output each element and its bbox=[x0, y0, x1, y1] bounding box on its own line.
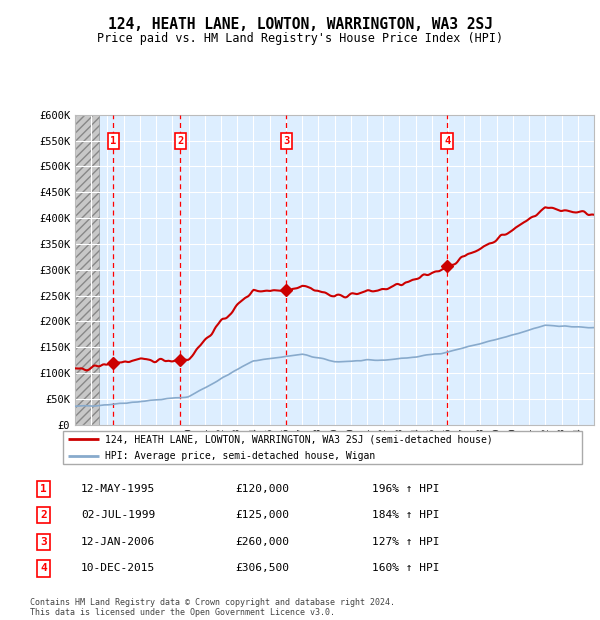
Bar bbox=[75, 115, 100, 425]
Text: 1: 1 bbox=[110, 136, 116, 146]
Text: 124, HEATH LANE, LOWTON, WARRINGTON, WA3 2SJ (semi-detached house): 124, HEATH LANE, LOWTON, WARRINGTON, WA3… bbox=[104, 435, 493, 445]
Text: £306,500: £306,500 bbox=[235, 564, 289, 574]
Text: 4: 4 bbox=[444, 136, 451, 146]
Text: 12-MAY-1995: 12-MAY-1995 bbox=[81, 484, 155, 494]
Text: £120,000: £120,000 bbox=[235, 484, 289, 494]
Text: 3: 3 bbox=[283, 136, 290, 146]
Text: 12-JAN-2006: 12-JAN-2006 bbox=[81, 537, 155, 547]
Text: 124, HEATH LANE, LOWTON, WARRINGTON, WA3 2SJ: 124, HEATH LANE, LOWTON, WARRINGTON, WA3… bbox=[107, 17, 493, 32]
Text: 127% ↑ HPI: 127% ↑ HPI bbox=[372, 537, 440, 547]
Text: £125,000: £125,000 bbox=[235, 510, 289, 520]
Text: 02-JUL-1999: 02-JUL-1999 bbox=[81, 510, 155, 520]
Text: 1: 1 bbox=[40, 484, 47, 494]
Text: 184% ↑ HPI: 184% ↑ HPI bbox=[372, 510, 440, 520]
Text: Contains HM Land Registry data © Crown copyright and database right 2024.
This d: Contains HM Land Registry data © Crown c… bbox=[30, 598, 395, 617]
Text: 4: 4 bbox=[40, 564, 47, 574]
Text: 160% ↑ HPI: 160% ↑ HPI bbox=[372, 564, 440, 574]
Text: 2: 2 bbox=[40, 510, 47, 520]
Text: HPI: Average price, semi-detached house, Wigan: HPI: Average price, semi-detached house,… bbox=[104, 451, 375, 461]
Text: £260,000: £260,000 bbox=[235, 537, 289, 547]
FancyBboxPatch shape bbox=[62, 431, 583, 464]
Text: 10-DEC-2015: 10-DEC-2015 bbox=[81, 564, 155, 574]
Text: Price paid vs. HM Land Registry's House Price Index (HPI): Price paid vs. HM Land Registry's House … bbox=[97, 32, 503, 45]
Text: 2: 2 bbox=[177, 136, 184, 146]
Text: 3: 3 bbox=[40, 537, 47, 547]
Text: 196% ↑ HPI: 196% ↑ HPI bbox=[372, 484, 440, 494]
